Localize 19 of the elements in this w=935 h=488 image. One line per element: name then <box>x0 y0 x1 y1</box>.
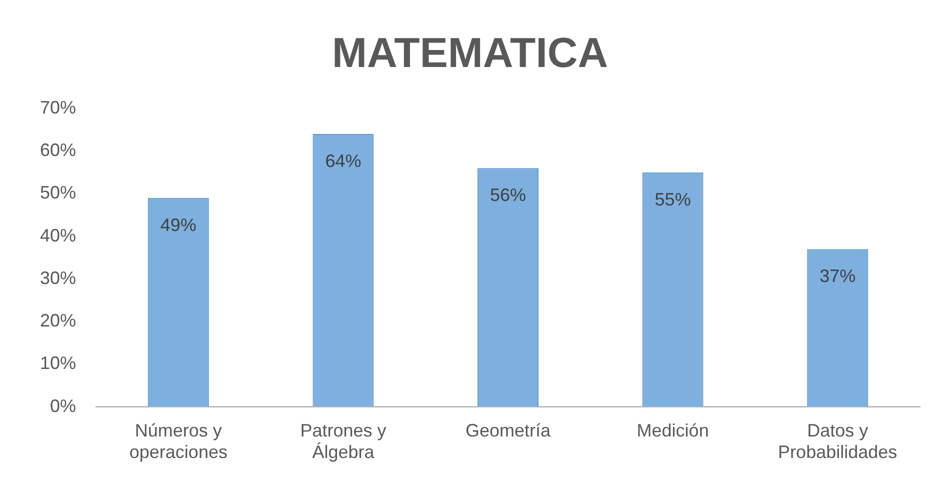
chart-title: MATEMATICA <box>332 28 608 76</box>
y-tick-label: 60% <box>40 140 76 160</box>
data-label: 56% <box>490 185 526 206</box>
data-label: 55% <box>654 189 691 210</box>
y-tick-label: 30% <box>40 268 76 288</box>
data-label: 37% <box>820 266 856 286</box>
y-tick-label: 40% <box>40 225 76 246</box>
x-tick-label: Medición <box>636 420 709 441</box>
data-label: 64% <box>325 150 362 171</box>
y-tick-label: 20% <box>40 310 76 331</box>
y-tick-label: 70% <box>40 97 76 118</box>
x-tick-label: Datos y Probabilidades <box>778 420 898 462</box>
x-tick-label: Números y operaciones <box>129 420 228 462</box>
y-tick-label: 0% <box>50 396 76 416</box>
y-tick-label: 50% <box>40 182 76 203</box>
x-tick-label: Geometría <box>465 420 552 441</box>
data-label: 49% <box>160 214 196 235</box>
y-tick-label: 10% <box>40 353 76 374</box>
x-tick-label: Patrones y Álgebra <box>300 420 386 462</box>
